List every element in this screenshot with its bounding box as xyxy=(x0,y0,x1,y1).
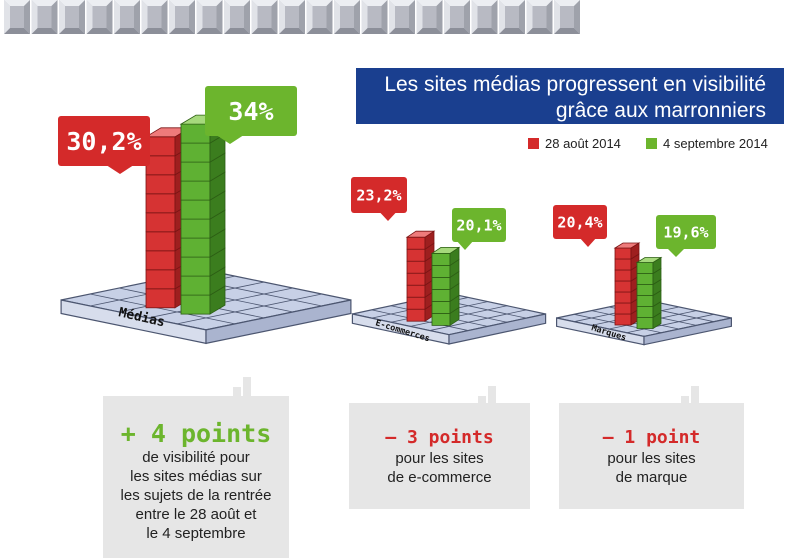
strip-tile xyxy=(471,0,498,34)
strip-tile xyxy=(416,0,443,34)
strip-tile xyxy=(251,0,278,34)
panel-step-decoration xyxy=(681,386,699,406)
strip-tile xyxy=(169,0,195,34)
strip-tile xyxy=(444,0,470,34)
strip-tile xyxy=(499,0,525,34)
decorative-tile-strip xyxy=(4,0,580,34)
summary-marques-headline: – 1 point xyxy=(602,427,701,448)
summary-medias-line-1: de visibilité pour xyxy=(142,449,250,466)
strip-tile xyxy=(389,0,415,34)
strip-tile xyxy=(59,0,85,34)
summary-ecommerce: – 3 points pour les sites de e-commerce xyxy=(349,403,530,509)
strip-tile xyxy=(334,0,360,34)
summary-marques-line-2: de marque xyxy=(615,469,688,486)
svg-text:30,2%: 30,2% xyxy=(66,127,141,156)
legend-swatch-green xyxy=(646,138,657,149)
value-label-sep-1: 20,1% xyxy=(452,208,506,250)
summary-medias-line-3: les sujets de la rentrée xyxy=(120,487,272,504)
legend-label-sep: 4 septembre 2014 xyxy=(663,136,768,151)
summary-medias-line-4: entre le 28 août et xyxy=(135,506,257,523)
summary-medias: + 4 points de visibilité pour les sites … xyxy=(103,396,289,558)
chart-title: Les sites médias progressent en visibili… xyxy=(356,68,784,124)
bar-aug-1 xyxy=(405,230,436,322)
panel-step-decoration xyxy=(233,377,251,397)
legend-item-aug: 28 août 2014 xyxy=(528,136,621,151)
strip-tile xyxy=(4,0,30,34)
value-label-sep-0: 34% xyxy=(205,86,297,144)
legend-label-aug: 28 août 2014 xyxy=(545,136,621,151)
bar-sep-0 xyxy=(179,114,227,315)
strip-tile xyxy=(31,0,58,34)
svg-text:20,4%: 20,4% xyxy=(557,213,602,231)
summary-medias-line-2: les sites médias sur xyxy=(130,468,262,485)
plot-area: Médias30,2%34%E-commerces23,2%20,1%Marqu… xyxy=(58,86,733,406)
value-label-aug-2: 20,4% xyxy=(553,205,607,247)
strip-tile xyxy=(306,0,333,34)
strip-tile xyxy=(141,0,168,34)
summary-ecommerce-line-2: de e-commerce xyxy=(387,469,492,486)
summary-ecommerce-headline: – 3 points xyxy=(385,427,494,448)
summary-medias-headline: + 4 points xyxy=(120,419,272,448)
svg-text:23,2%: 23,2% xyxy=(356,186,401,204)
legend-item-sep: 4 septembre 2014 xyxy=(646,136,768,151)
panel-step-decoration xyxy=(478,386,496,406)
strip-tile xyxy=(279,0,305,34)
title-line-1: Les sites médias progressent en visibili… xyxy=(384,73,766,96)
bar-sep-2 xyxy=(635,256,663,330)
svg-text:19,6%: 19,6% xyxy=(663,223,708,241)
strip-tile xyxy=(196,0,223,34)
value-label-aug-0: 30,2% xyxy=(58,116,150,174)
strip-tile xyxy=(554,0,580,34)
strip-tile xyxy=(526,0,553,34)
svg-text:20,1%: 20,1% xyxy=(456,216,501,234)
summary-marques-line-1: pour les sites xyxy=(607,450,696,467)
bar-sep-1 xyxy=(430,246,461,327)
value-label-sep-2: 19,6% xyxy=(656,215,716,257)
strip-tile xyxy=(114,0,140,34)
bar-aug-2 xyxy=(613,242,641,326)
strip-tile xyxy=(224,0,250,34)
title-line-2: grâce aux marronniers xyxy=(555,99,766,122)
strip-tile xyxy=(86,0,113,34)
legend-swatch-red xyxy=(528,138,539,149)
summary-marques: – 1 point pour les sites de marque xyxy=(559,403,744,509)
summary-ecommerce-line-1: pour les sites xyxy=(395,450,484,467)
svg-text:34%: 34% xyxy=(228,97,273,126)
strip-tile xyxy=(361,0,388,34)
value-label-aug-1: 23,2% xyxy=(351,177,407,221)
summary-medias-line-5: le 4 septembre xyxy=(146,525,246,542)
